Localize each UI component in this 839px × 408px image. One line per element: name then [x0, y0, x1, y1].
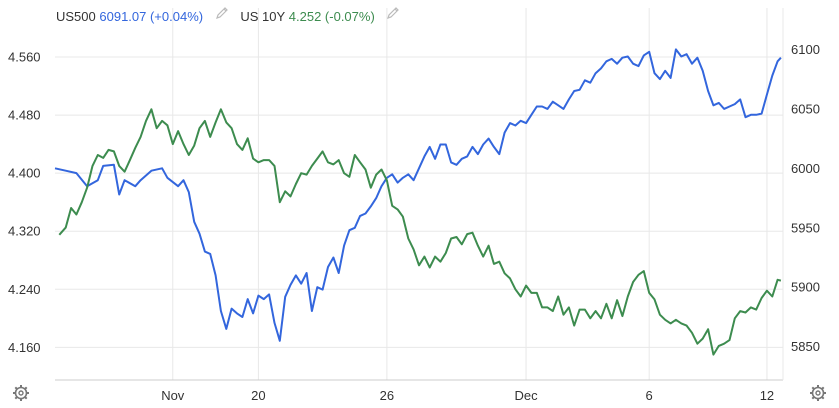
gear-icon[interactable] [12, 384, 30, 402]
y-left-tick-label: 4.160 [8, 340, 41, 355]
gear-icon[interactable] [809, 384, 827, 402]
chart-legend: US500 6091.07 (+0.04%) US 10Y 4.252 (-0.… [56, 6, 408, 24]
y-right-tick-label: 5950 [791, 220, 820, 235]
y-left-tick-label: 4.480 [8, 108, 41, 123]
y-right-tick-label: 6100 [791, 42, 820, 57]
y-left-tick-label: 4.320 [8, 224, 41, 239]
legend-us500-value: 6091.07 (+0.04%) [99, 9, 204, 25]
legend-us10y-value: 4.252 (-0.07%) [288, 9, 375, 25]
y-right-tick-label: 6000 [791, 161, 820, 176]
pencil-icon[interactable] [215, 6, 229, 20]
series-layer [54, 48, 782, 356]
legend-us500-name: US500 [56, 9, 96, 25]
x-tick-label: 26 [380, 388, 394, 403]
series-us10y-line [58, 108, 782, 356]
pencil-icon[interactable] [386, 6, 400, 20]
grid-lines [55, 8, 783, 380]
x-tick-label: 6 [646, 388, 653, 403]
x-tick-label: 20 [251, 388, 265, 403]
y-left-tick-label: 4.240 [8, 282, 41, 297]
x-tick-label: 12 [760, 388, 774, 403]
legend-us10y-name: US 10Y [240, 9, 286, 25]
axes: 4.560 4.480 4.400 4.320 4.240 4.160 6100 6050 60… [8, 8, 820, 403]
y-right-tick-label: 5900 [791, 280, 820, 295]
series-us500-line [54, 48, 782, 342]
x-tick-label: Nov [161, 388, 185, 403]
y-left-tick-label: 4.560 [8, 50, 41, 65]
y-right-tick-label: 6050 [791, 101, 820, 116]
y-left-tick-label: 4.400 [8, 166, 41, 181]
y-right-tick-label: 5850 [791, 339, 820, 354]
x-tick-label: Dec [514, 388, 538, 403]
